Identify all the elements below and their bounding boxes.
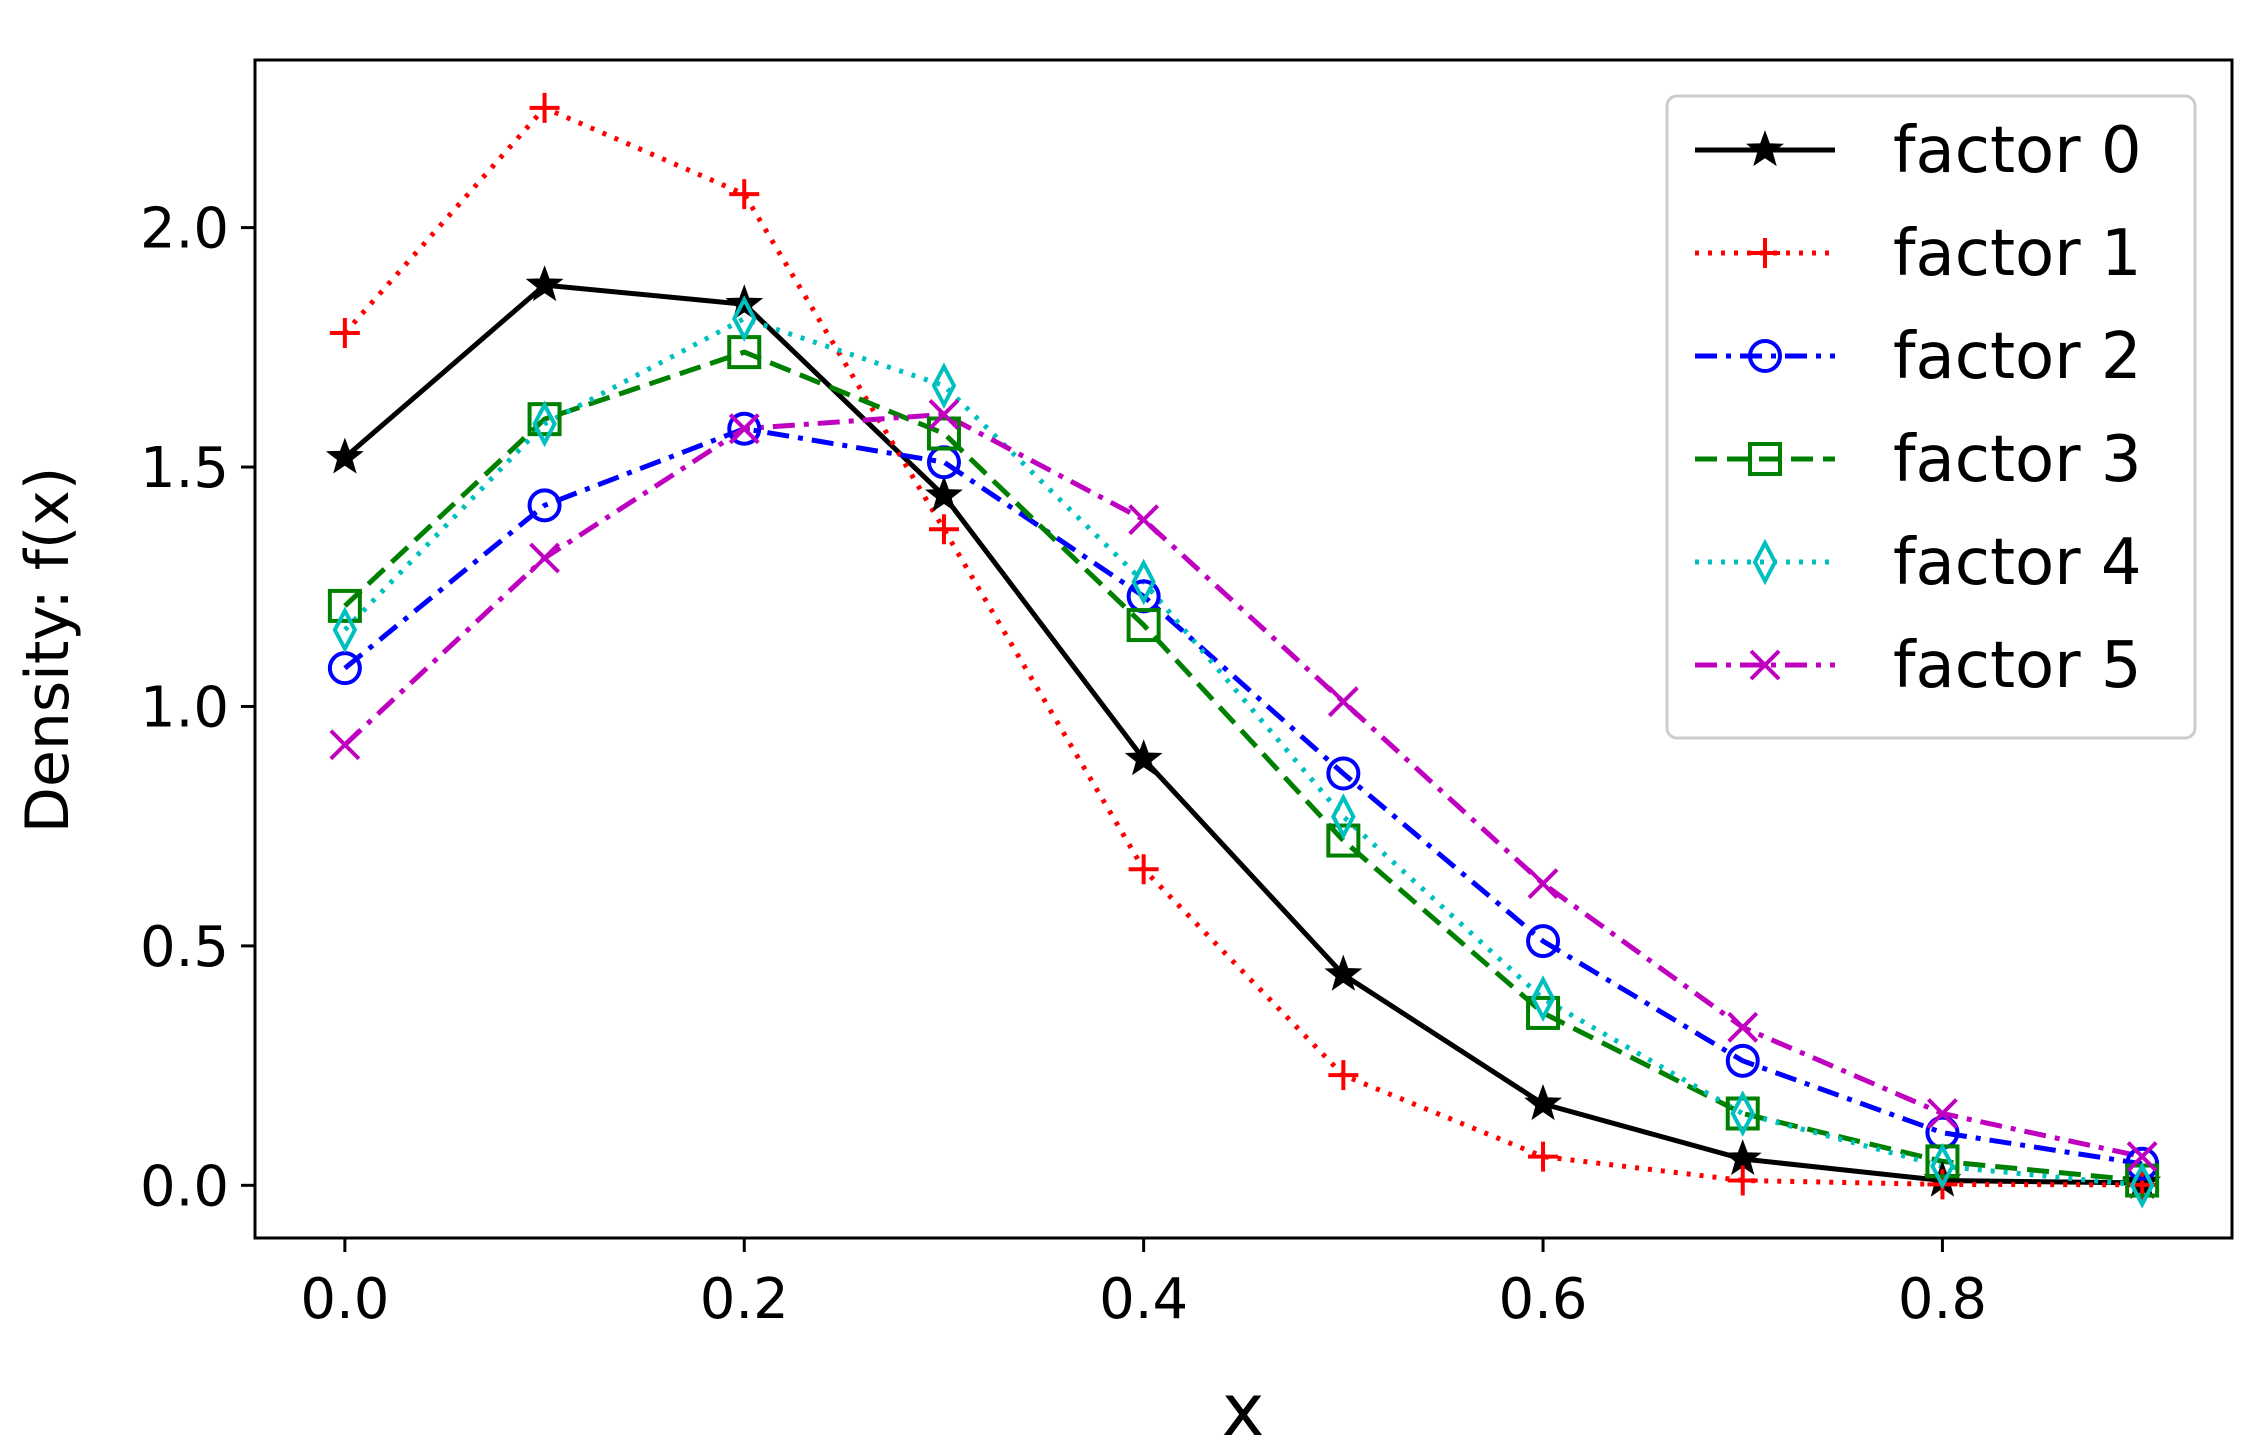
legend-marker-factor-2 (1748, 339, 1782, 373)
data-point-factor-5 (1327, 686, 1359, 718)
data-point-factor-0 (1124, 739, 1163, 776)
y-tick-label: 1.5 (140, 436, 229, 501)
plot-lines (343, 105, 2143, 1188)
legend: factor 0 factor 1 factor 2 factor 3 factor 4… (1665, 94, 2197, 740)
series-line-factor-1 (343, 105, 2143, 1188)
y-tick-label: 1.0 (140, 675, 229, 740)
legend-marker-factor-1 (1750, 238, 1780, 268)
data-point-factor-5 (2126, 1141, 2158, 1173)
data-point-factor-1 (1128, 854, 1159, 885)
legend-label-factor-0: factor 0 (1893, 114, 2142, 188)
data-point-factor-3 (926, 416, 961, 451)
x-tick-label: 0.2 (700, 1267, 789, 1332)
series-line-factor-2 (343, 426, 2143, 1167)
legend-items: factor 0 factor 1 factor 2 factor 3 factor 4… (1695, 114, 2142, 703)
legend-label-factor-5: factor 5 (1893, 629, 2142, 703)
data-point-factor-4 (2129, 1162, 2155, 1209)
data-point-factor-2 (327, 651, 362, 686)
x-tick-label: 0.8 (1898, 1267, 1987, 1332)
legend-label-factor-4: factor 4 (1893, 526, 2142, 600)
data-point-factor-4 (1530, 975, 1556, 1022)
data-point-factor-5 (1527, 868, 1559, 900)
legend-marker-factor-5 (1749, 649, 1781, 681)
data-point-factor-1 (928, 514, 959, 545)
data-point-factor-4 (532, 400, 557, 448)
y-tick-label: 2.0 (140, 197, 229, 262)
data-point-factor-4 (332, 606, 358, 654)
series-line-factor-4 (343, 316, 2143, 1188)
data-point-factor-1 (1328, 1060, 1359, 1091)
data-point-factor-1 (529, 92, 560, 123)
data-point-factor-5 (1727, 1011, 1759, 1043)
data-point-factor-0 (325, 437, 364, 474)
x-tick-label: 0.4 (1099, 1267, 1188, 1332)
data-point-factor-4 (931, 362, 957, 409)
data-point-factor-0 (1324, 954, 1363, 991)
data-point-factor-0 (525, 265, 564, 302)
data-point-factor-3 (1126, 608, 1161, 643)
plot-frame (253, 58, 2234, 1240)
data-point-factor-2 (527, 488, 562, 523)
data-point-factor-2 (1725, 1043, 1760, 1078)
data-point-factor-2 (727, 411, 762, 446)
data-point-factor-1 (1528, 1141, 1559, 1172)
x-axis-label: x (1222, 1368, 1265, 1452)
data-point-factor-4 (1730, 1090, 1756, 1137)
y-tick-label: 0.0 (140, 1154, 229, 1219)
data-point-factor-4 (731, 295, 757, 342)
legend-marker-factor-0 (1746, 130, 1784, 167)
data-point-factor-0 (925, 475, 963, 512)
data-point-factor-1 (329, 317, 360, 348)
y-tick-label: 0.5 (140, 915, 229, 980)
legend-marker-factor-3 (1748, 442, 1782, 476)
data-point-factor-0 (1524, 1083, 1562, 1121)
y-axis-label: Density: f(x) (13, 467, 83, 833)
data-point-factor-1 (729, 179, 760, 210)
data-point-factor-4 (1331, 793, 1356, 840)
series-line-factor-0 (343, 282, 2143, 1186)
legend-label-factor-1: factor 1 (1893, 217, 2142, 291)
legend-marker-factor-4 (1752, 538, 1778, 586)
data-point-factor-4 (1930, 1142, 1955, 1190)
data-point-factor-3 (1526, 995, 1561, 1030)
x-axis-ticks: 0.0 0.2 0.4 0.6 0.8 (300, 1238, 1987, 1332)
series-line-factor-5 (343, 411, 2143, 1160)
data-point-factor-4 (1131, 558, 1156, 606)
data-point-factor-5 (329, 729, 361, 761)
data-point-factor-2 (1526, 924, 1561, 959)
x-tick-label: 0.6 (1499, 1267, 1588, 1332)
data-point-factor-5 (1128, 504, 1160, 536)
legend-label-factor-2: factor 2 (1893, 320, 2142, 394)
y-axis-ticks: 0.0 0.5 1.0 1.5 2.0 (140, 197, 255, 1219)
data-point-factor-3 (1326, 823, 1361, 858)
legend-label-factor-3: factor 3 (1893, 423, 2142, 497)
data-point-factor-5 (728, 413, 760, 445)
data-point-factor-2 (1326, 756, 1361, 791)
data-point-factor-3 (327, 588, 362, 623)
data-point-factor-5 (928, 398, 960, 430)
data-point-factor-1 (1727, 1165, 1758, 1196)
legend-box (1665, 94, 2197, 740)
data-point-factor-5 (1927, 1098, 1958, 1129)
data-point-factor-5 (529, 542, 560, 574)
plot-markers (325, 92, 2162, 1209)
x-tick-label: 0.0 (300, 1267, 389, 1332)
